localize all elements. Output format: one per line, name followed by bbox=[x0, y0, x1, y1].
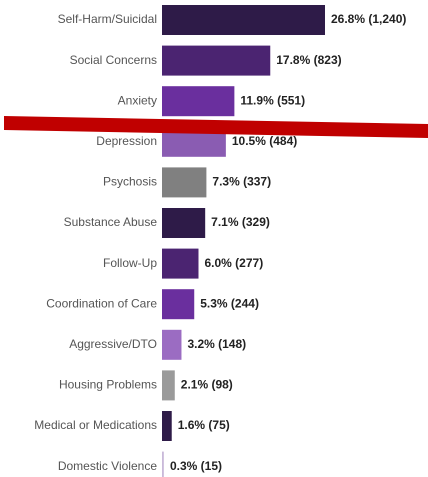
category-label: Aggressive/DTO bbox=[69, 337, 157, 351]
bar bbox=[162, 45, 271, 76]
bar bbox=[162, 5, 325, 35]
value-label: 3.2% (148) bbox=[187, 337, 246, 351]
bar bbox=[162, 208, 206, 238]
value-label: 6.0% (277) bbox=[204, 256, 263, 270]
bar bbox=[162, 86, 235, 117]
red-stroke bbox=[4, 116, 428, 138]
category-label: Domestic Violence bbox=[58, 459, 157, 473]
bar bbox=[162, 451, 164, 477]
bar bbox=[162, 411, 172, 441]
value-label: 10.5% (484) bbox=[232, 134, 297, 148]
category-label: Housing Problems bbox=[59, 378, 157, 392]
bar bbox=[162, 370, 175, 401]
value-label: 1.6% (75) bbox=[178, 418, 230, 432]
category-label: Coordination of Care bbox=[46, 296, 157, 310]
category-label: Anxiety bbox=[118, 93, 157, 107]
category-label: Self-Harm/Suicidal bbox=[58, 12, 157, 26]
value-label: 5.3% (244) bbox=[200, 296, 259, 310]
value-label: 7.3% (337) bbox=[212, 175, 271, 189]
category-label: Medical or Medications bbox=[34, 418, 157, 432]
category-label: Depression bbox=[96, 134, 157, 148]
value-label: 0.3% (15) bbox=[170, 459, 222, 473]
category-label: Social Concerns bbox=[70, 53, 157, 67]
bar bbox=[162, 289, 195, 320]
category-label: Psychosis bbox=[103, 175, 157, 189]
bar bbox=[162, 329, 182, 360]
value-label: 17.8% (823) bbox=[276, 53, 341, 67]
bar bbox=[162, 167, 207, 198]
value-label: 11.9% (551) bbox=[240, 93, 305, 107]
value-label: 7.1% (329) bbox=[211, 215, 270, 229]
value-label: 2.1% (98) bbox=[181, 378, 233, 392]
category-label: Follow-Up bbox=[103, 256, 157, 270]
bar-group: Self-Harm/Suicidal 26.8% (1,240) Social Co… bbox=[34, 5, 406, 477]
bar bbox=[162, 248, 199, 279]
category-label: Substance Abuse bbox=[64, 215, 158, 229]
value-label: 26.8% (1,240) bbox=[331, 12, 406, 26]
